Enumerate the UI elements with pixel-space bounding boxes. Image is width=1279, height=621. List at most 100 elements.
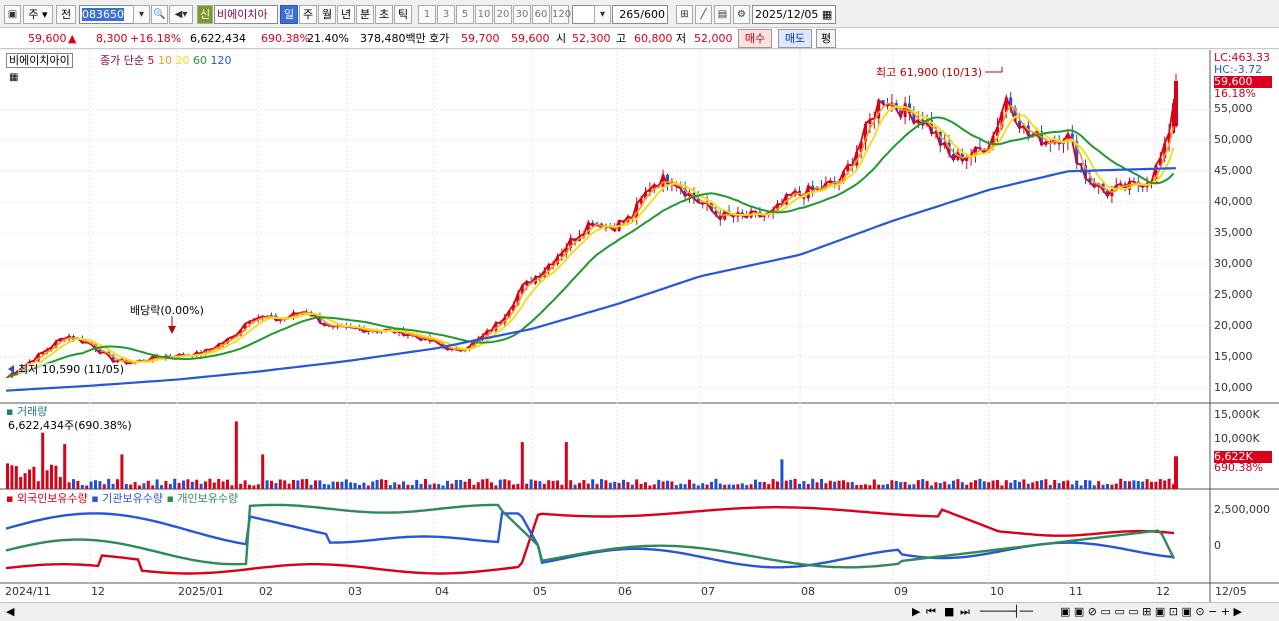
volume-bar: [613, 481, 617, 489]
minute-button-10[interactable]: 10: [475, 5, 493, 24]
chart-canvas[interactable]: [0, 50, 1279, 602]
candle-body: [899, 109, 903, 118]
volume-bar: [428, 484, 432, 489]
candle-body: [683, 188, 687, 197]
calendar-icon[interactable]: ▦: [821, 8, 833, 21]
jeon-button[interactable]: 전: [56, 5, 76, 24]
volume-bar: [393, 482, 397, 489]
volume-bar: [534, 480, 537, 489]
x-label-8: 07: [701, 585, 715, 598]
minute-button-120[interactable]: 120: [551, 5, 571, 24]
volume-bar: [661, 481, 665, 489]
volume-bar: [155, 479, 159, 489]
volume-bar: [322, 484, 326, 489]
ma-periods: 5 10 20 60 120: [147, 54, 231, 67]
count-field[interactable]: 265/600: [612, 5, 668, 24]
volume-bar: [833, 481, 837, 489]
minute-button-30[interactable]: 30: [513, 5, 531, 24]
stock-tab[interactable]: 비에이치아이: [6, 53, 73, 68]
chart-tool-icon[interactable]: ⊞: [676, 5, 693, 24]
volume-bar: [591, 479, 595, 489]
candle-body: [512, 304, 515, 311]
volume-bar: [644, 482, 647, 489]
volume-bar: [142, 483, 146, 489]
change-pct: +16.18%: [130, 32, 182, 45]
minute-dropdown-icon[interactable]: ▾: [594, 5, 611, 24]
volume-bar: [657, 479, 661, 489]
volume-bar: [912, 484, 916, 489]
candle-body: [322, 322, 326, 326]
gear-icon[interactable]: ⚙: [733, 5, 750, 24]
code-dropdown-icon[interactable]: ▾: [133, 5, 150, 24]
volume-bar: [1167, 478, 1171, 489]
period-button-0[interactable]: 일: [280, 5, 298, 24]
window-menu-icon[interactable]: ▣: [4, 5, 21, 24]
volume-bar: [1092, 485, 1096, 489]
candle-body: [718, 215, 722, 220]
zoom-slider[interactable]: ─────┤──: [980, 605, 1033, 618]
volume-bar: [1123, 481, 1127, 489]
tool-icons[interactable]: ▣ ▣ ⊘ ▭ ▭ ▭ ⊞ ▣ ⊡ ▣ ⊙ − + ▶: [1060, 605, 1242, 618]
stop-icon[interactable]: ■: [944, 605, 955, 618]
volume-bar: [974, 480, 977, 489]
sell-button[interactable]: 매도: [778, 29, 812, 48]
minute-button-1[interactable]: 1: [418, 5, 436, 24]
minute-button-60[interactable]: 60: [532, 5, 550, 24]
volume-bar: [19, 477, 23, 489]
speaker-icon[interactable]: ◀▾: [169, 5, 193, 24]
period-button-3[interactable]: 년: [337, 5, 355, 24]
minute-button-3[interactable]: 3: [437, 5, 455, 24]
line-tool-icon[interactable]: ╱: [695, 5, 712, 24]
candle-body: [419, 337, 423, 341]
stock-code-input[interactable]: 083650: [79, 5, 134, 24]
date-field[interactable]: 2025/12/05 ▦: [752, 5, 836, 24]
volume-bar: [890, 480, 894, 489]
volume-bar: [129, 484, 133, 489]
candle-body: [639, 198, 643, 204]
scroll-left-icon[interactable]: ◀: [6, 605, 15, 618]
volume-bar: [300, 479, 304, 489]
save-icon[interactable]: ▤: [714, 5, 731, 24]
volume-bar: [80, 485, 84, 489]
scroll-bar[interactable]: ◀ ▶ ⏮ ■ ⏭ ─────┤── ▣ ▣ ⊘ ▭ ▭ ▭ ⊞ ▣ ⊡ ▣ ⊙…: [0, 602, 1279, 621]
period-select[interactable]: 주 ▾: [23, 5, 53, 24]
period-button-2[interactable]: 월: [318, 5, 336, 24]
grid-icon[interactable]: ▦: [9, 72, 19, 83]
eval-button[interactable]: 평: [816, 29, 836, 48]
stock-name-field[interactable]: 비에이치아: [214, 5, 278, 24]
volume-bar: [991, 480, 995, 489]
period-button-5[interactable]: 초: [375, 5, 393, 24]
volume-bar: [182, 480, 185, 489]
chart-area[interactable]: 비에이치아이 종가 단순 5 10 20 60 120 ▦ 최고 61,900 …: [0, 50, 1279, 602]
volume-bar: [485, 478, 489, 489]
x-label-4: 03: [348, 585, 362, 598]
volume-bar: [358, 484, 361, 489]
volume-bar: [903, 481, 907, 489]
volume-bar: [639, 483, 643, 489]
holdings-legend-0: ▪ 외국인보유수량: [6, 492, 92, 505]
x-label-7: 06: [618, 585, 632, 598]
period-button-4[interactable]: 분: [356, 5, 374, 24]
volume-bar: [701, 483, 705, 489]
rewind-icon[interactable]: ⏮: [926, 605, 936, 618]
buy-button[interactable]: 매수: [738, 29, 772, 48]
forward-icon[interactable]: ⏭: [960, 605, 970, 618]
volume-bar: [45, 470, 49, 489]
candle-body: [1013, 107, 1017, 121]
candle-body: [248, 321, 251, 324]
volume-bar: [789, 479, 793, 489]
period-button-1[interactable]: 주: [299, 5, 317, 24]
period-button-6[interactable]: 틱: [394, 5, 412, 24]
candle-body: [151, 356, 155, 361]
candle-body: [1009, 97, 1013, 108]
minute-button-5[interactable]: 5: [456, 5, 474, 24]
volume-bar: [362, 482, 366, 489]
volume-bar: [230, 485, 234, 489]
price-tick-5: 30,000: [1214, 257, 1253, 270]
minute-button-20[interactable]: 20: [494, 5, 512, 24]
play-icon[interactable]: ▶: [912, 605, 921, 618]
foreign-holdings-line: [5, 506, 1175, 575]
volume-value: 6,622,434주(690.38%): [8, 419, 132, 432]
search-icon[interactable]: 🔍: [151, 5, 168, 24]
candle-body: [996, 127, 999, 136]
